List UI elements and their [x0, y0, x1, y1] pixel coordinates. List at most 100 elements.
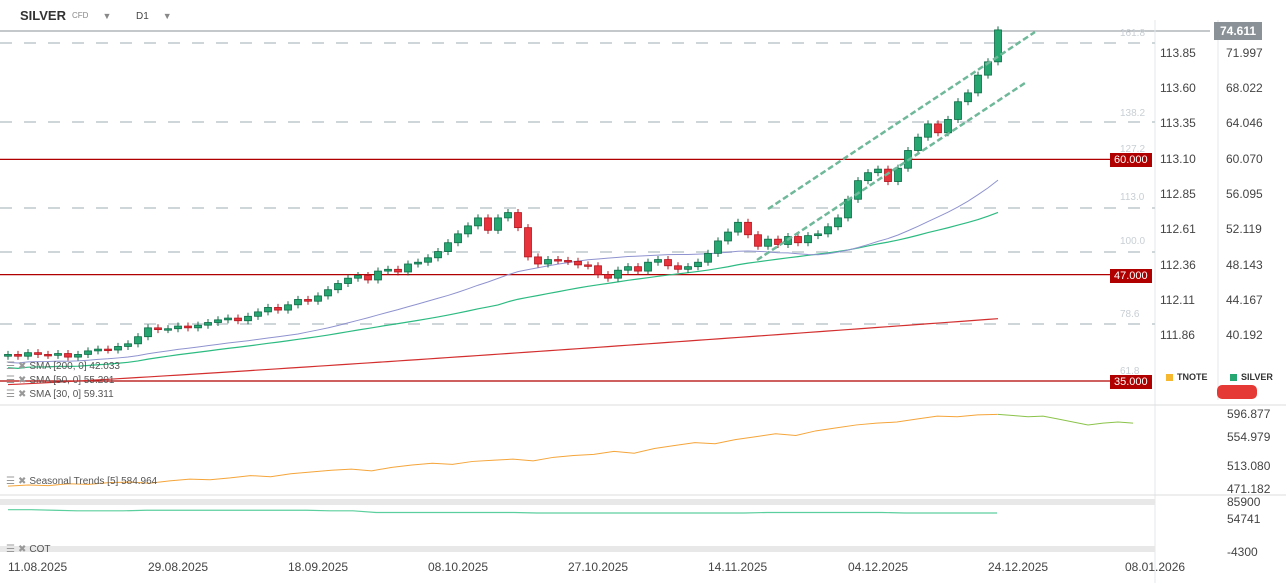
- silver-tick: 56.095: [1226, 187, 1263, 201]
- candle-body: [664, 259, 672, 267]
- timeframe-selector[interactable]: D1 ▼: [136, 11, 172, 22]
- candle-body: [604, 274, 612, 279]
- candle-body: [464, 225, 472, 235]
- sma50-label: SMA [50, 0] 55.201: [29, 375, 115, 386]
- tnote-tick: 113.60: [1160, 81, 1196, 95]
- silver-tick: 44.167: [1226, 293, 1263, 307]
- candle-body: [734, 221, 742, 233]
- tnote-tick: 112.85: [1160, 187, 1196, 201]
- tnote-tick: 111.86: [1160, 328, 1195, 342]
- menu-icon[interactable]: ☰: [6, 544, 15, 555]
- candle-body: [334, 283, 342, 291]
- menu-icon[interactable]: ☰: [6, 375, 15, 386]
- candle-body: [954, 101, 962, 120]
- close-icon[interactable]: ✖: [17, 389, 27, 400]
- sma50-line: [7, 211, 999, 369]
- candle-body: [294, 299, 302, 306]
- candle-body: [194, 324, 202, 329]
- candle-body: [674, 265, 682, 270]
- date-tick: 04.12.2025: [848, 560, 909, 574]
- candle-body: [414, 261, 422, 265]
- date-tick: 24.12.2025: [988, 560, 1049, 574]
- tnote-tick: 113.85: [1160, 46, 1196, 60]
- candle-body: [534, 256, 542, 265]
- candle-body: [374, 270, 382, 281]
- silver-swatch: [1230, 373, 1237, 381]
- sma30-line: [7, 179, 999, 364]
- candle-body: [484, 217, 492, 231]
- candle-body: [834, 217, 842, 228]
- candle-body: [314, 295, 322, 302]
- close-icon[interactable]: ✖: [17, 544, 27, 555]
- candle-body: [934, 123, 942, 134]
- sma200-label: SMA [200, 0] 42.033: [29, 361, 120, 372]
- candle-body: [44, 354, 52, 357]
- candle-body: [644, 261, 652, 272]
- cot-line: [8, 509, 997, 514]
- candle-body: [4, 354, 12, 357]
- indicator-sma200[interactable]: ☰ ✖ SMA [200, 0] 42.033: [6, 361, 120, 372]
- symbol-selector[interactable]: SILVER CFD ▼: [20, 8, 111, 23]
- candle-body: [114, 346, 122, 351]
- close-icon[interactable]: ✖: [17, 476, 27, 487]
- candle-body: [724, 231, 732, 242]
- candle-body: [504, 212, 512, 219]
- alert-47[interactable]: 47.000: [1110, 269, 1152, 283]
- candle-body: [894, 167, 902, 182]
- legend-tnote-label: TNOTE: [1177, 372, 1208, 382]
- candle-body: [974, 74, 982, 94]
- candle-body: [754, 234, 762, 247]
- indicator-seasonal[interactable]: ☰ ✖ Seasonal Trends [5] 584.964: [6, 476, 157, 487]
- menu-icon[interactable]: ☰: [6, 361, 15, 372]
- alert-35[interactable]: 35.000: [1110, 375, 1152, 389]
- sell-button[interactable]: [1217, 385, 1257, 399]
- alert-60[interactable]: 60.000: [1110, 153, 1152, 167]
- sma200-line: [7, 318, 999, 386]
- candle-body: [284, 304, 292, 311]
- indicator-sma50[interactable]: ☰ ✖ SMA [50, 0] 55.201: [6, 375, 114, 386]
- seasonal-forward-line: [997, 413, 1134, 426]
- candle-body: [524, 227, 532, 258]
- candle-body: [344, 277, 352, 284]
- date-tick: 18.09.2025: [288, 560, 349, 574]
- candle-body: [714, 240, 722, 254]
- candle-body: [514, 212, 522, 229]
- tnote-swatch: [1166, 373, 1173, 381]
- candle-body: [864, 172, 872, 182]
- silver-tick: 52.119: [1226, 222, 1262, 236]
- candle-body: [574, 260, 582, 266]
- candle-body: [304, 299, 312, 302]
- candle-body: [354, 275, 362, 279]
- candle-body: [244, 315, 252, 322]
- candle-body: [254, 311, 262, 317]
- candle-body: [944, 119, 952, 134]
- menu-icon[interactable]: ☰: [6, 389, 15, 400]
- fib-level-label: 138.2: [1120, 108, 1146, 119]
- legend-tnote[interactable]: TNOTE: [1166, 372, 1208, 382]
- close-icon[interactable]: ✖: [17, 361, 27, 372]
- fib-level-label: 100.0: [1120, 236, 1146, 247]
- symbol-type: CFD: [72, 11, 89, 20]
- legend-silver[interactable]: SILVER: [1230, 372, 1273, 382]
- menu-icon[interactable]: ☰: [6, 476, 15, 487]
- seasonal-tick: 471.182: [1227, 482, 1271, 496]
- candle-body: [494, 217, 502, 231]
- silver-tick: 48.143: [1226, 258, 1263, 272]
- seasonal-line: [7, 413, 998, 487]
- indicator-sma30[interactable]: ☰ ✖ SMA [30, 0] 59.311: [6, 389, 114, 400]
- candle-body: [634, 266, 642, 272]
- indicator-cot[interactable]: ☰ ✖ COT: [6, 544, 50, 555]
- close-icon[interactable]: ✖: [17, 375, 27, 386]
- candle-body: [684, 266, 692, 270]
- candle-body: [154, 327, 162, 331]
- candle-body: [814, 233, 822, 237]
- silver-tick: 64.046: [1226, 116, 1263, 130]
- silver-tick: 40.192: [1226, 328, 1263, 342]
- candle-body: [164, 328, 172, 331]
- silver-tick: 71.997: [1226, 46, 1263, 60]
- fib-level-label: 61.8: [1120, 366, 1140, 377]
- candle-body: [624, 266, 632, 271]
- candle-body: [324, 289, 332, 297]
- seasonal-label: Seasonal Trends [5] 584.964: [29, 476, 158, 487]
